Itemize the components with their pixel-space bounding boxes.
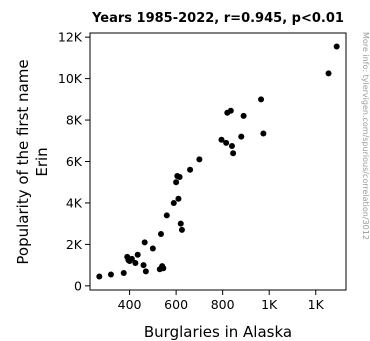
data-point [196, 156, 203, 163]
data-point [177, 220, 184, 227]
data-point [170, 199, 177, 206]
y-axis-label-line-1: Popularity of the first name [14, 59, 32, 264]
x-tick-label: 800 [211, 297, 235, 312]
x-tick-label: 600 [164, 297, 188, 312]
data-point [178, 226, 185, 233]
data-point [240, 112, 247, 119]
data-point [142, 268, 149, 275]
data-point [223, 139, 230, 146]
data-point [260, 130, 267, 137]
source-note: More info: tylervigen.com/spurious/corre… [361, 32, 370, 240]
y-tick-label: 2K [66, 237, 83, 252]
x-axis-label: Burglaries in Alaska [144, 323, 292, 341]
y-axis-label: Popularity of the first name Erin [14, 59, 51, 264]
x-tick-label: 1K [308, 297, 325, 312]
y-tick-label: 6K [66, 154, 83, 169]
y-axis-label-line-2: Erin [33, 147, 51, 176]
data-point [173, 179, 180, 186]
data-point [325, 70, 332, 77]
data-point [120, 270, 127, 277]
data-point [187, 166, 194, 173]
data-point [140, 262, 147, 269]
data-point [132, 260, 139, 267]
data-point [227, 107, 234, 114]
data-point [157, 231, 164, 238]
data-point [107, 271, 114, 278]
data-point [176, 174, 183, 181]
data-point [333, 43, 340, 50]
data-point [141, 239, 148, 246]
y-tick-label: 0 [74, 278, 82, 293]
data-point [218, 136, 225, 143]
data-point [149, 245, 156, 252]
x-tick-label: 400 [118, 297, 142, 312]
x-axis-ticks: 400 600 800 1K 1K [118, 290, 325, 312]
x-tick-label: 1K [261, 297, 278, 312]
data-point [128, 255, 135, 262]
data-point [228, 142, 235, 149]
y-tick-label: 8K [66, 113, 83, 128]
chart-title: Years 1985-2022, r=0.945, p<0.01 [91, 11, 344, 26]
y-axis-ticks: 0 2K 4K 6K 8K 10K 12K [58, 30, 90, 293]
data-points [96, 43, 340, 280]
data-point [163, 212, 170, 219]
data-point [238, 133, 245, 140]
data-point [134, 251, 141, 258]
data-point [230, 150, 237, 157]
y-tick-label: 4K [66, 195, 83, 210]
data-point [96, 273, 103, 280]
y-tick-label: 10K [58, 71, 83, 86]
y-tick-label: 12K [58, 30, 83, 45]
data-point [160, 265, 167, 272]
data-point [175, 195, 182, 202]
plot-frame [89, 32, 347, 291]
data-point [258, 96, 265, 103]
